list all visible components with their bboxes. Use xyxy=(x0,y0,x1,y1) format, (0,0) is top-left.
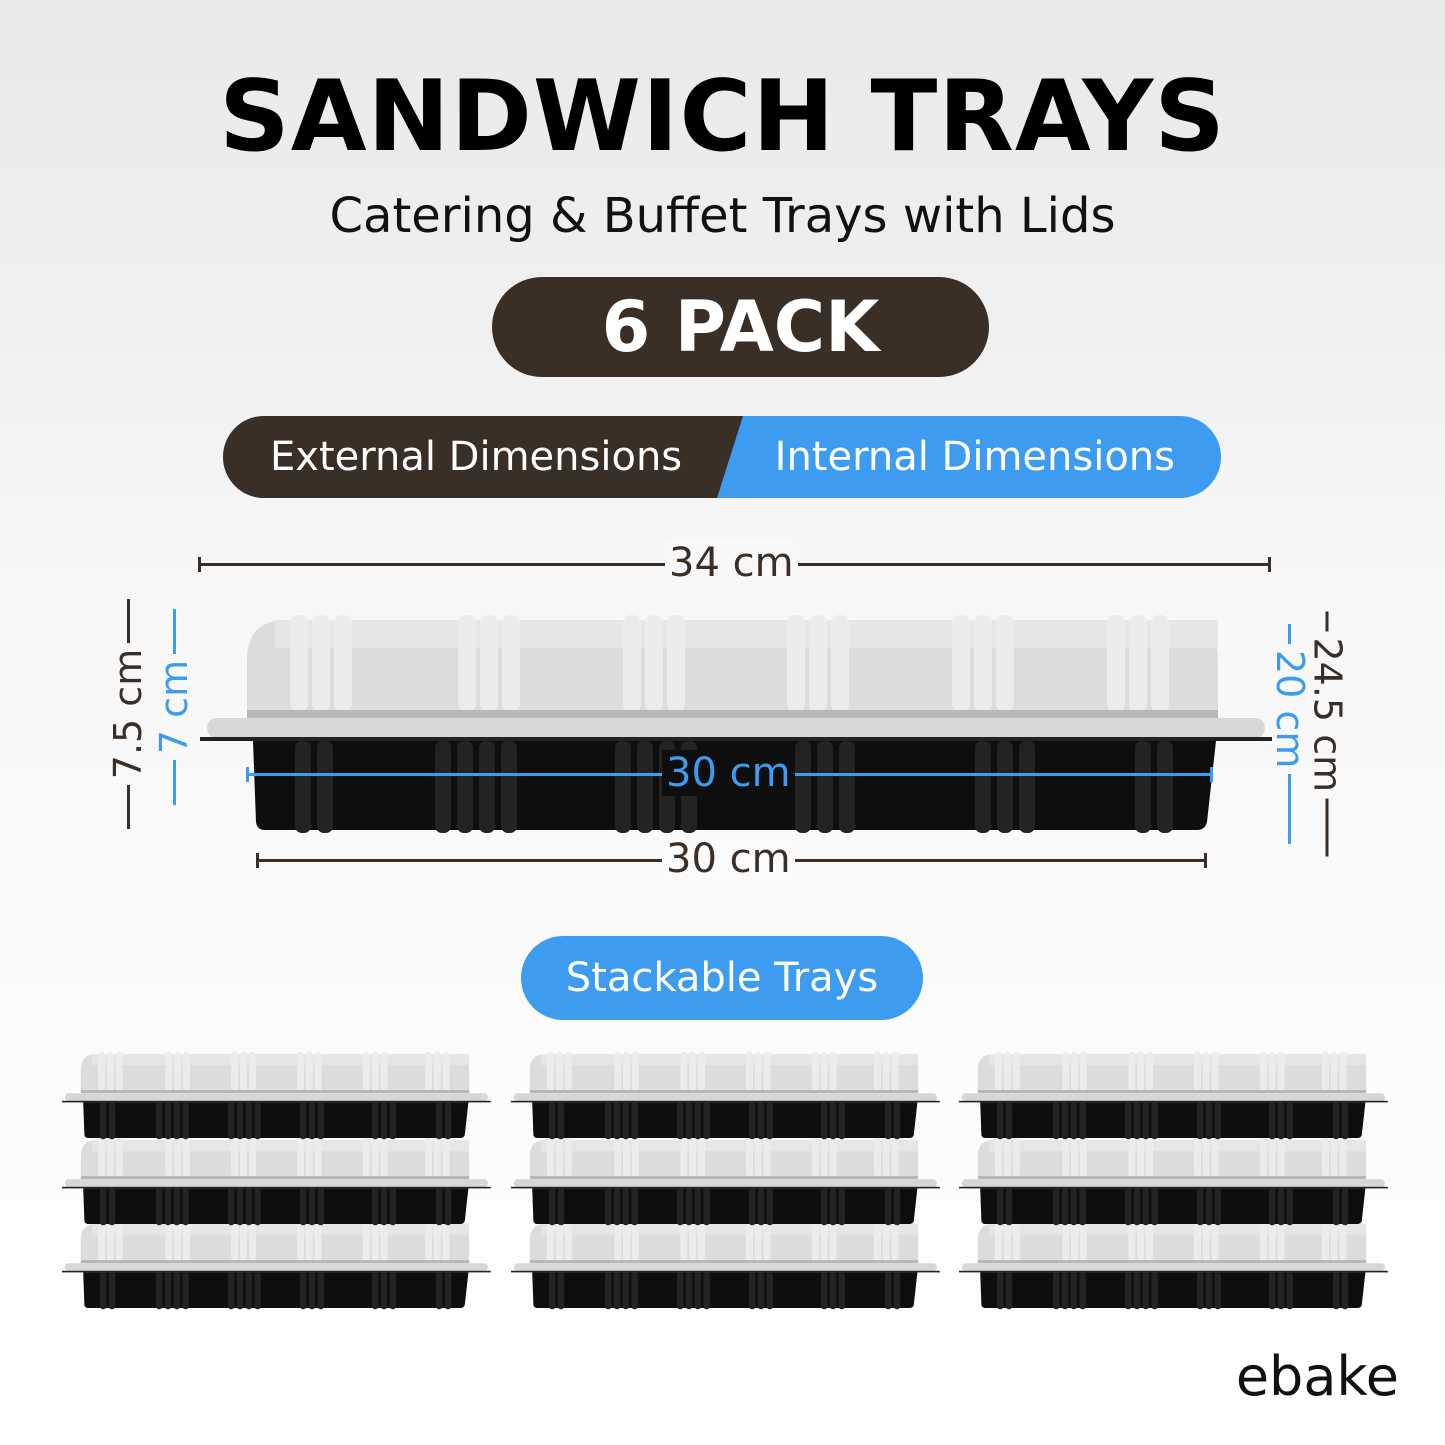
internal-length-label: 30 cm xyxy=(662,750,795,796)
stacked-tray xyxy=(60,1138,492,1226)
stacked-tray xyxy=(957,1138,1389,1226)
stacked-tray xyxy=(957,1052,1389,1140)
stacked-tray xyxy=(509,1138,941,1226)
internal-height-label: 7 cm xyxy=(152,659,196,755)
base-length-label: 30 cm xyxy=(662,836,795,882)
external-width-label: 24.5 cm xyxy=(1305,637,1350,793)
external-dimensions-label: External Dimensions xyxy=(223,416,743,498)
stacked-tray xyxy=(509,1052,941,1140)
external-length-label: 34 cm xyxy=(665,540,798,586)
dimension-legend: External Dimensions Internal Dimensions xyxy=(223,416,1221,498)
internal-height-dimension: 7 cm xyxy=(152,608,196,805)
subtitle: Catering & Buffet Trays with Lids xyxy=(329,188,1116,244)
external-height-dimension: 7.5 cm xyxy=(106,598,150,829)
page-title: SANDWICH TRAYS xyxy=(219,60,1226,174)
tray-illustration xyxy=(195,615,1275,835)
stacked-tray xyxy=(60,1222,492,1310)
stackable-trays-badge: Stackable Trays xyxy=(521,936,923,1020)
external-height-label: 7.5 cm xyxy=(106,648,150,780)
internal-width-label: 20 cm xyxy=(1268,650,1312,769)
stacked-tray xyxy=(60,1052,492,1140)
brand-logo: ebake xyxy=(1235,1345,1399,1408)
stacked-tray xyxy=(509,1222,941,1310)
internal-width-dimension: 20 cm xyxy=(1268,624,1312,844)
internal-dimensions-label: Internal Dimensions xyxy=(774,434,1175,480)
stacked-tray xyxy=(957,1222,1389,1310)
pack-badge: 6 PACK xyxy=(492,277,989,377)
external-width-dimension: 24.5 cm xyxy=(1305,611,1350,857)
